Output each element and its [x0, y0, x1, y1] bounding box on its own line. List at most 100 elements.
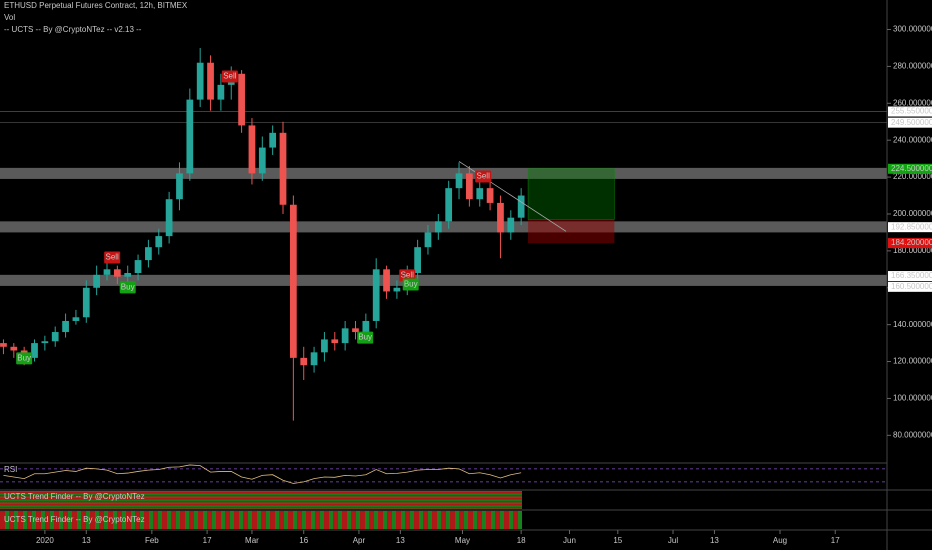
candle-body	[145, 247, 152, 261]
x-tick-label: Mar	[245, 536, 259, 545]
candle-body	[186, 99, 194, 174]
price-label-bg	[888, 117, 932, 128]
candle-body	[352, 328, 359, 333]
x-tick-label: 18	[517, 536, 526, 545]
candle-body	[207, 62, 214, 100]
chart-title: ETHUSD Perpetual Futures Contract, 12h, …	[4, 1, 188, 10]
x-tick-label: 13	[710, 536, 719, 545]
y-tick-label: 260.00000000	[893, 98, 932, 107]
trend-finder-bars	[0, 511, 522, 529]
price-label: 249.50000000	[891, 118, 932, 127]
price-label-bg	[888, 106, 932, 117]
y-tick-label: 80.00000000	[893, 430, 932, 439]
candle-body	[196, 62, 204, 100]
legend-item: Vol	[4, 13, 15, 22]
candle-body	[269, 132, 277, 148]
signal-text: Buy	[358, 333, 372, 342]
signal-text: Sell	[401, 271, 415, 280]
candle-body	[155, 236, 163, 248]
zone	[0, 221, 887, 233]
y-tick-label: 100.00000000	[893, 394, 932, 403]
zone	[0, 274, 887, 286]
y-tick-label: 140.00000000	[893, 320, 932, 329]
x-tick-label: 16	[299, 536, 308, 545]
candle-body	[290, 204, 297, 358]
signal-text: Buy	[17, 354, 31, 363]
price-label: 192.85000000	[891, 222, 932, 231]
x-tick-label: May	[455, 536, 470, 545]
candle-body	[331, 339, 339, 344]
signal-label	[475, 170, 492, 183]
rsi-line	[3, 464, 522, 484]
candle-body	[10, 346, 18, 351]
pane-title: RSI	[4, 465, 17, 474]
pane-title: UCTS Trend Finder -- By @CryptoNTez	[4, 492, 145, 501]
candle-body	[393, 287, 401, 292]
x-tick-label: 2020	[36, 536, 54, 545]
candle-body	[0, 343, 7, 347]
candle-body	[362, 320, 370, 333]
legend-item: -- UCTS -- By @CryptoNTez -- v2.13 --	[4, 25, 142, 34]
trend-finder-bars	[0, 491, 522, 509]
candle-body	[62, 320, 69, 333]
y-tick-label: 200.00000000	[893, 209, 932, 218]
y-tick-label: 180.00000000	[893, 246, 932, 255]
candle-body	[445, 188, 453, 222]
pane-title: UCTS Trend Finder -- By @CryptoNTez	[4, 515, 145, 524]
signal-label	[402, 278, 419, 291]
candle-body	[41, 341, 49, 344]
signal-label	[221, 70, 238, 83]
candle-body	[476, 188, 484, 200]
signal-label	[357, 331, 374, 344]
candle-body	[238, 73, 245, 126]
x-tick-label: Jul	[668, 536, 678, 545]
candle-body	[279, 132, 287, 205]
candle-body	[82, 287, 90, 318]
price-label-bg	[888, 238, 932, 249]
price-label-bg	[888, 163, 932, 174]
candle-body	[455, 173, 463, 189]
price-label: 166.35000000	[891, 271, 932, 280]
signal-text: Sell	[105, 253, 119, 262]
candle-body	[300, 357, 308, 366]
candle-body	[248, 125, 256, 174]
signal-label	[119, 281, 136, 294]
candle-body	[341, 328, 349, 344]
x-tick-label: 17	[831, 536, 840, 545]
y-tick-label: 120.00000000	[893, 357, 932, 366]
zone	[0, 167, 887, 179]
candle-body	[414, 247, 421, 274]
y-tick-label: 300.00000000	[893, 25, 932, 34]
signal-text: Sell	[477, 172, 491, 181]
candle-body	[507, 217, 515, 233]
candle-body	[124, 273, 132, 277]
candle-body	[258, 147, 266, 174]
candle-body	[72, 317, 80, 321]
price-label: 160.50000000	[891, 282, 932, 291]
x-tick-label: Jun	[563, 536, 576, 545]
x-tick-label: 15	[613, 536, 622, 545]
candle-body	[383, 269, 390, 292]
y-tick-label: 240.00000000	[893, 135, 932, 144]
candle-body	[372, 269, 380, 321]
signal-label	[104, 251, 121, 264]
candle-body	[113, 269, 121, 277]
candle-body	[434, 221, 442, 233]
candle-body	[497, 202, 504, 233]
candle-body	[424, 232, 432, 248]
candle-body	[103, 269, 111, 275]
position-stop	[528, 219, 615, 244]
candle-body	[31, 343, 38, 358]
candle-body	[321, 339, 328, 353]
price-label: 184.20000000	[891, 238, 932, 247]
x-tick-label: Apr	[353, 536, 366, 545]
x-tick-label: Feb	[145, 536, 159, 545]
candle-body	[486, 188, 494, 203]
signal-text: Buy	[121, 283, 135, 292]
candle-body	[517, 195, 525, 218]
candle-body	[310, 352, 318, 366]
price-label-bg	[888, 222, 932, 233]
x-tick-label: 13	[396, 536, 405, 545]
